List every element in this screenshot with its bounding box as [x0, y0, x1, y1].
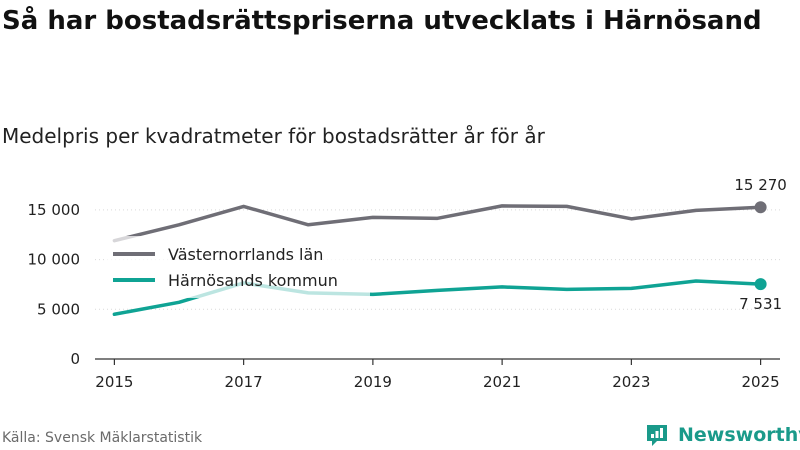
brand-name: Newsworthy: [678, 424, 800, 446]
end-point-marker: [754, 278, 767, 291]
y-tick-label: 5 000: [37, 300, 80, 318]
y-tick-label: 15 000: [28, 201, 81, 219]
x-tick-label: 2025: [742, 373, 780, 391]
x-tick-label: 2015: [95, 373, 133, 391]
legend-label: Härnösands kommun: [168, 271, 338, 290]
series-line-0: [112, 204, 763, 243]
y-tick-label: 10 000: [28, 251, 81, 269]
newsworthy-logo[interactable]: Newsworthy: [644, 421, 800, 449]
chart-title: Så har bostadsrättspriserna utvecklats i…: [2, 6, 762, 36]
legend-backdrop: [105, 236, 370, 298]
chart-subtitle: Medelpris per kvadratmeter för bostadsrä…: [2, 124, 545, 148]
x-tick-label: 2023: [612, 373, 650, 391]
legend-label: Västernorrlands län: [168, 245, 323, 264]
newsworthy-logo-icon: [647, 425, 667, 446]
line-chart: 0 5 000 10 000 15 000 2015 2017 2019 2021 2023 2…: [28, 176, 787, 391]
x-tick-label: 2017: [225, 373, 263, 391]
x-tick-label: 2021: [483, 373, 521, 391]
end-value-label: 7 531: [739, 295, 782, 313]
end-value-label: 15 270: [734, 176, 787, 194]
end-point-marker: [754, 201, 767, 214]
source-note: Källa: Svensk Mäklarstatistik: [2, 430, 203, 446]
y-tick-label: 0: [70, 350, 80, 368]
legend: Västernorrlands län Härnösands kommun: [105, 236, 370, 298]
x-tick-label: 2019: [354, 373, 392, 391]
